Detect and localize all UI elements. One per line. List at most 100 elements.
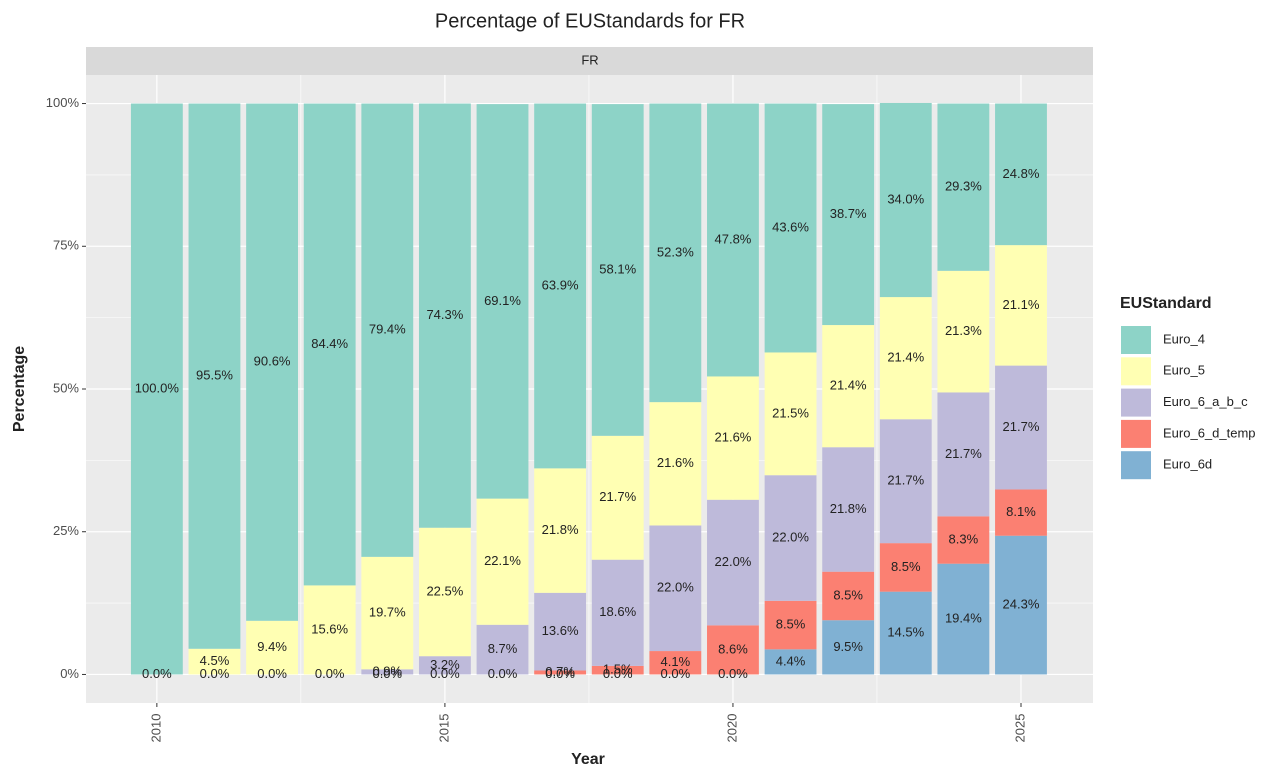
bar-segment	[303, 103, 356, 586]
facet-strip	[86, 47, 1093, 75]
data-label: 21.8%	[830, 501, 867, 516]
bar-segment	[476, 624, 529, 675]
bar-segment	[879, 419, 932, 544]
bar-segment	[879, 591, 932, 675]
data-label: 22.5%	[426, 583, 463, 598]
data-label: 19.7%	[369, 605, 406, 620]
bar-segment	[707, 376, 759, 500]
bar-segment	[534, 670, 587, 675]
data-label: 8.7%	[488, 641, 518, 656]
bar-segment	[591, 104, 644, 436]
bar-segment	[937, 270, 990, 393]
bar-segment	[649, 651, 702, 675]
data-label: 52.3%	[657, 244, 694, 259]
data-label: 0.0%	[603, 666, 633, 681]
x-tick-label: 2025	[1012, 714, 1027, 743]
bar-segment	[591, 435, 644, 560]
bar-segment	[707, 499, 759, 626]
data-label: 9.4%	[257, 639, 287, 654]
bar-segment	[418, 656, 471, 675]
chart-title: Percentage of EUStandards for FR	[435, 10, 745, 32]
bar-segment	[822, 325, 875, 448]
legend-label: Euro_6d	[1163, 457, 1212, 472]
bar-segment	[822, 447, 875, 572]
bar-segment	[534, 468, 587, 593]
bar-segment	[476, 104, 529, 499]
data-label: 47.8%	[715, 231, 752, 246]
bar-segment	[707, 625, 759, 675]
legend-swatch	[1121, 388, 1151, 417]
y-tick-label: 100%	[46, 95, 80, 110]
data-label: 22.0%	[772, 529, 809, 544]
bar-segment	[764, 475, 817, 601]
bar-segment	[649, 525, 702, 652]
bar-segment	[937, 103, 990, 271]
data-label: 0.0%	[315, 666, 345, 681]
y-tick-label: 75%	[53, 238, 79, 253]
bar-segment	[707, 103, 759, 377]
data-label: 79.4%	[369, 322, 406, 337]
data-label: 21.7%	[1003, 419, 1040, 434]
bar-segment	[361, 556, 414, 670]
x-tick-label: 2015	[436, 714, 451, 743]
bar-segment	[764, 600, 817, 650]
data-label: 21.3%	[945, 323, 982, 338]
data-label: 95.5%	[196, 368, 233, 383]
bar-segment	[130, 103, 183, 675]
data-label: 43.6%	[772, 219, 809, 234]
data-label: 22.0%	[715, 554, 752, 569]
bar-segment	[764, 649, 817, 675]
data-label: 21.1%	[1003, 297, 1040, 312]
data-label: 8.1%	[1006, 504, 1036, 519]
bar-segment	[937, 392, 990, 517]
bar-segment	[937, 563, 990, 675]
data-label: 21.6%	[715, 430, 752, 445]
data-label: 22.1%	[484, 553, 521, 568]
data-label: 21.4%	[830, 378, 867, 393]
data-label: 9.5%	[833, 639, 863, 654]
data-label: 4.1%	[661, 654, 691, 669]
data-label: 0.0%	[372, 666, 402, 681]
bar-segment	[879, 102, 932, 298]
bar-segment	[822, 571, 875, 621]
data-label: 74.3%	[426, 307, 463, 322]
x-tick-label: 2020	[724, 714, 739, 743]
data-label: 19.4%	[945, 611, 982, 626]
data-label: 24.3%	[1003, 597, 1040, 612]
data-label: 4.5%	[200, 653, 230, 668]
y-tick-label: 0%	[60, 666, 79, 681]
bar-segment	[995, 103, 1047, 246]
legend-title: EUStandard	[1120, 295, 1212, 312]
data-label: 21.7%	[599, 489, 636, 504]
bar-segment	[995, 535, 1047, 675]
data-label: 18.6%	[599, 604, 636, 619]
data-label: 21.4%	[887, 350, 924, 365]
data-label: 34.0%	[887, 191, 924, 206]
y-tick-label: 25%	[53, 523, 79, 538]
bar-segment	[246, 620, 298, 675]
data-label: 0.9%	[372, 663, 402, 678]
bar-segment	[534, 103, 587, 469]
data-label: 22.0%	[657, 580, 694, 595]
data-label: 8.5%	[833, 587, 863, 602]
data-label: 69.1%	[484, 293, 521, 308]
x-tick-label: 2010	[148, 714, 163, 743]
data-label: 100.0%	[135, 380, 180, 395]
data-label: 24.8%	[1003, 166, 1040, 181]
bar-segment	[764, 352, 817, 476]
data-label: 8.5%	[891, 559, 921, 574]
data-label: 15.6%	[311, 621, 348, 636]
data-label: 90.6%	[254, 354, 291, 369]
legend-swatch	[1121, 326, 1151, 354]
data-label: 0.0%	[257, 666, 287, 681]
data-label: 63.9%	[542, 277, 579, 292]
data-label: 1.5%	[603, 662, 633, 677]
y-axis-label: Percentage	[11, 346, 28, 432]
bar-segment	[591, 665, 644, 675]
data-label: 21.5%	[772, 405, 809, 420]
legend-label: Euro_4	[1163, 331, 1205, 346]
bar-segment	[764, 103, 817, 353]
legend-label: Euro_6_a_b_c	[1163, 394, 1248, 409]
data-label: 0.0%	[200, 666, 230, 681]
